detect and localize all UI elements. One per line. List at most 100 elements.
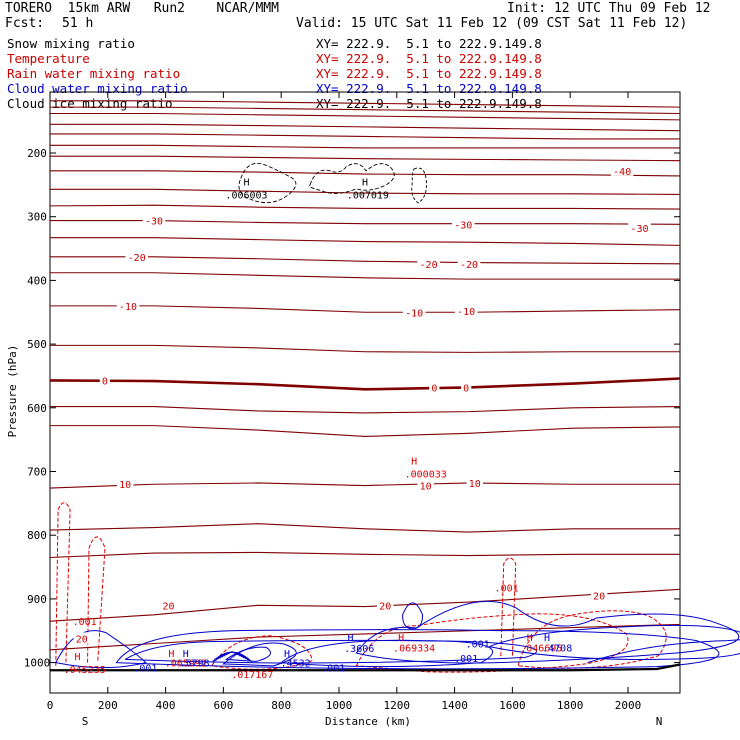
temperature-label-bg-17: [377, 599, 394, 611]
legend-xy-0: XY= 222.9. 5.1 to 222.9.149.8: [316, 36, 542, 51]
temperature-label-6: -20: [460, 260, 478, 271]
annotation-28: .4708: [542, 643, 572, 654]
y-tick-label-4: 600: [27, 402, 47, 415]
annotation-10: H: [168, 649, 174, 660]
annotation-9: .045235: [64, 665, 106, 676]
temperature-label-bg-3: [628, 222, 651, 234]
temperature-label-13: 10: [119, 480, 131, 491]
annotation-16: H: [284, 649, 290, 660]
y-tick-label-3: 500: [27, 338, 47, 351]
temperature-label-bg-4: [125, 250, 148, 262]
temperature-contour-5: [50, 144, 680, 149]
cloud-water-contour-1: [115, 629, 720, 670]
init-time: Init: 12 UTC Thu 09 Feb 12: [507, 1, 711, 16]
annotation-6: .001: [495, 583, 519, 594]
annotation-7: .001: [73, 617, 97, 628]
annotation-3: .007019: [347, 190, 389, 201]
temperature-label-8: -10: [405, 308, 423, 319]
y-tick-label-7: 900: [27, 593, 47, 606]
temperature-label-bg-6: [457, 257, 481, 269]
cloud-water-core-8: [227, 651, 237, 655]
cloud-water-contour-9: [587, 639, 740, 664]
annotation-23: .001: [466, 639, 490, 650]
model-title: TORERO 15km ARW Run2 NCAR/MMM: [5, 1, 279, 16]
annotation-2: H: [362, 178, 368, 189]
y-tick-label-1: 300: [27, 211, 47, 224]
temperature-label-bg-2: [451, 218, 475, 230]
temperature-label-bg-13: [116, 478, 134, 490]
temperature-contour-15: [50, 344, 680, 353]
annotation-13: .001: [133, 664, 157, 675]
temperature-contour-4: [50, 133, 680, 140]
temperature-contour-13: [50, 272, 680, 280]
annotation-21: H: [398, 633, 404, 644]
temperature-label-bg-14: [417, 479, 434, 491]
temperature-label-bg-15: [466, 476, 484, 488]
temperature-label-bg-8: [402, 306, 426, 318]
annotation-1: .006003: [225, 190, 267, 201]
temperature-contour-2: [50, 112, 681, 121]
temperature-contour-17: [50, 405, 681, 414]
x-tick-label-3: 600: [213, 699, 233, 712]
annotation-19: H: [348, 633, 354, 644]
cloud-ice-contour-3: [411, 167, 427, 204]
temperature-label-bg-11: [429, 381, 440, 393]
x-tick-label-4: 800: [271, 699, 291, 712]
y-tick-label-2: 400: [27, 274, 47, 287]
annotation-17: .4532: [281, 659, 311, 670]
cloud-ice-contour-2: [308, 163, 395, 194]
temperature-contour-8: [50, 188, 681, 195]
x-tick-label-8: 1600: [499, 699, 526, 712]
cloud-water-contour-7: [402, 602, 424, 630]
temperature-contour-16: [49, 377, 681, 391]
x-tick-label-1: 200: [98, 699, 118, 712]
rain-contour-0: [55, 502, 71, 666]
cloud-ice-contour-1: [238, 163, 297, 204]
temperature-contour-7: [50, 170, 681, 177]
temperature-label-4: -20: [128, 253, 146, 264]
y-axis-title: Pressure (hPa): [6, 345, 19, 438]
temperature-label-17: 20: [379, 601, 391, 612]
x-tick-label-5: 1000: [326, 699, 353, 712]
cloud-water-contour-8: [487, 624, 740, 660]
cloud-water-contour-4: [224, 646, 271, 662]
annotation-27: .046695: [520, 643, 562, 654]
x-end-label-south: S: [82, 715, 89, 728]
temperature-label-bg-12: [461, 381, 472, 393]
x-tick-label-6: 1200: [384, 699, 411, 712]
annotation-20: .3606: [344, 644, 374, 655]
rain-contour-4: [517, 610, 667, 669]
temperature-label-bg-5: [417, 257, 440, 269]
temperature-label-16: 20: [162, 601, 174, 612]
x-end-label-north: N: [656, 715, 663, 728]
temperature-label-19: 20: [76, 634, 88, 645]
annotation-18: .001: [321, 664, 345, 675]
temperature-label-bg-19: [73, 632, 90, 644]
temperature-label-2: -30: [454, 220, 472, 231]
temperature-contour-14: [50, 305, 681, 313]
cloud-water-contour-5: [279, 639, 494, 668]
temperature-label-18: 20: [593, 592, 605, 603]
ground-surface-line: [50, 663, 681, 672]
annotation-0: H: [243, 178, 249, 189]
y-tick-label-6: 800: [27, 529, 47, 542]
temperature-label-9: -10: [457, 307, 475, 318]
annotation-14: .5798: [179, 659, 209, 670]
x-tick-label-7: 1400: [441, 699, 468, 712]
temperature-contour-6: [50, 155, 681, 162]
annotation-26: H: [544, 633, 550, 644]
legend-name-0: Snow mixing ratio: [7, 36, 135, 51]
annotation-24: .001: [454, 654, 478, 665]
forecast-hour: 51 h: [62, 16, 94, 31]
temperature-contour-20: [49, 523, 680, 533]
legend-xy-2: XY= 222.9. 5.1 to 222.9.149.8: [316, 66, 542, 81]
annotation-15: .017167: [231, 670, 273, 681]
y-tick-label-8: 1000: [24, 657, 51, 670]
annotation-11: .065992: [165, 659, 207, 670]
annotation-22: .069334: [393, 643, 435, 654]
temperature-label-11: 0: [431, 383, 437, 394]
rain-contour-1: [87, 536, 106, 663]
cloud-water-contour-6: [355, 600, 740, 664]
annotation-4: H: [411, 457, 417, 468]
